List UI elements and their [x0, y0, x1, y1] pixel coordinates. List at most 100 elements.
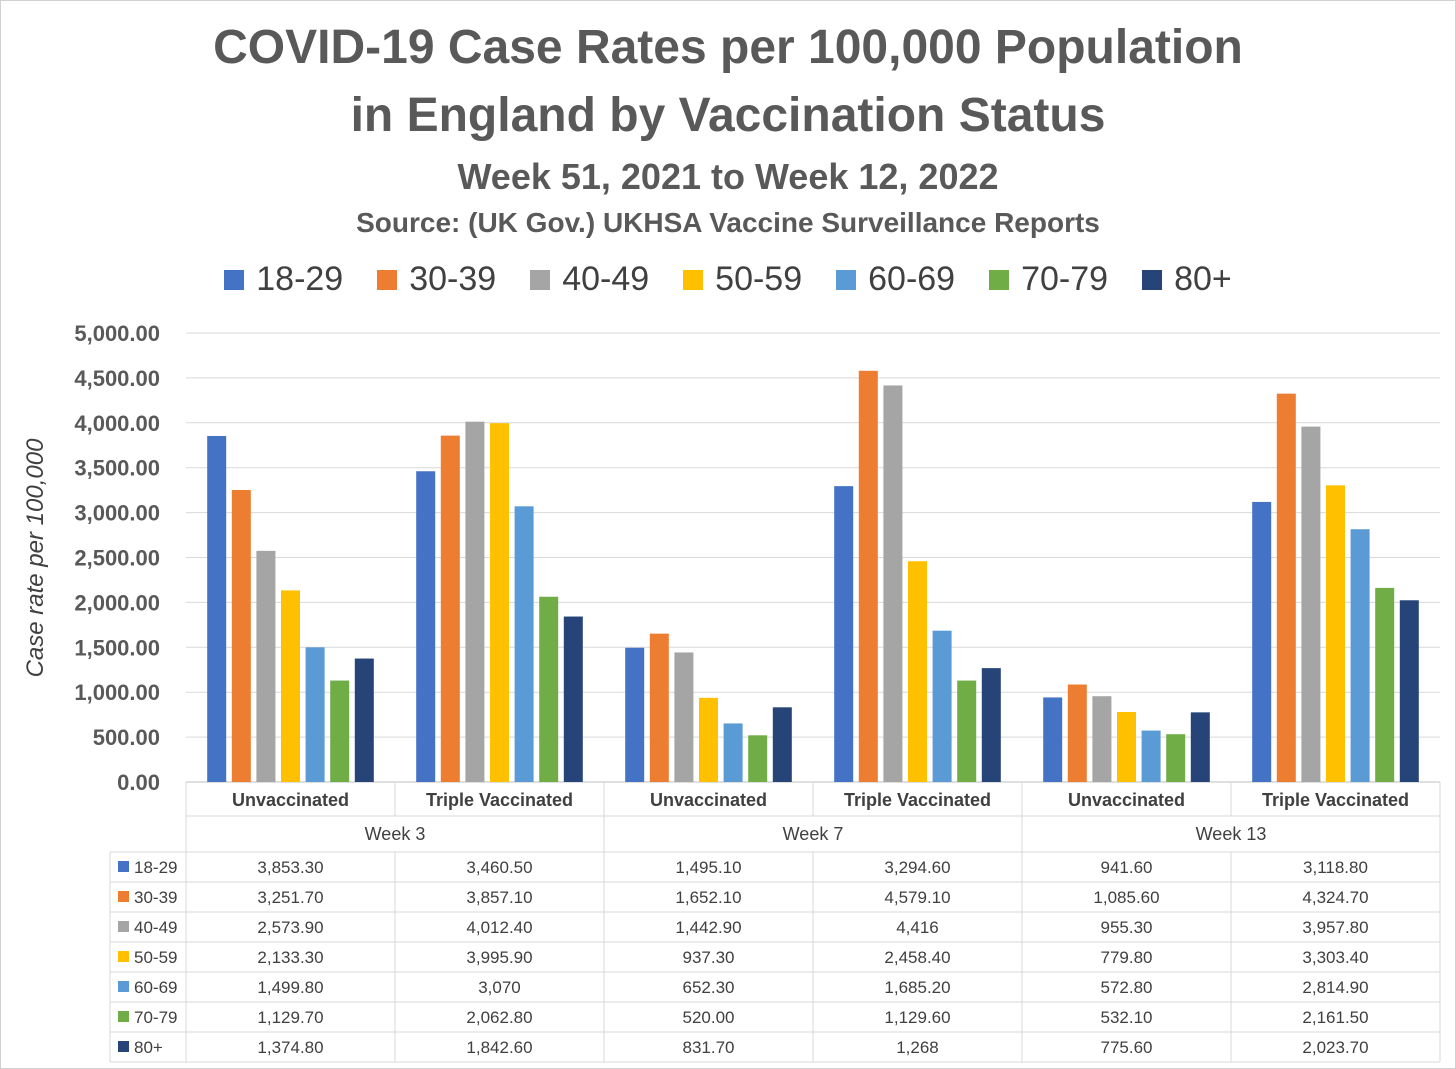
bar-18-29 [416, 471, 436, 782]
y-tick-label: 3,500.00 [74, 456, 160, 481]
legend-swatch [224, 269, 245, 290]
bar-40-49 [883, 385, 903, 782]
legend-swatch [989, 269, 1010, 290]
table-cell: 3,995.90 [466, 948, 532, 967]
bar-80+ [981, 668, 1001, 782]
legend-label: 80+ [1174, 260, 1232, 298]
table-cell: 4,579.10 [884, 888, 950, 907]
table-cell: 1,495.10 [675, 858, 741, 877]
table-cell: 1,129.60 [884, 1008, 950, 1027]
bar-50-59 [281, 590, 300, 782]
table-cell: 3,118.80 [1303, 858, 1368, 877]
legend-label: 30-39 [409, 260, 497, 298]
table-swatch [118, 1011, 129, 1022]
table-cell: 4,324.70 [1302, 888, 1368, 907]
table-cell: 652.30 [683, 978, 735, 997]
table-cell: 779.80 [1101, 948, 1153, 967]
table-swatch [118, 921, 129, 932]
legend-label: 50-59 [715, 260, 803, 298]
table-cell: 937.30 [683, 948, 735, 967]
table-cell: 1,842.60 [466, 1038, 532, 1057]
table-cell: 955.30 [1101, 918, 1153, 937]
table-cell: 3,957.80 [1302, 918, 1368, 937]
table-cell: 1,685.20 [884, 978, 950, 997]
bar-50-59 [1326, 485, 1345, 782]
table-cell: 3,294.60 [884, 858, 950, 877]
table-row-label: 40-49 [134, 918, 177, 937]
legend-item-18-29: 18-29 [224, 260, 343, 299]
bar-18-29 [1043, 697, 1063, 782]
chart-subtitle: Week 51, 2021 to Week 12, 2022 [457, 156, 999, 197]
week-label: Week 13 [1196, 824, 1267, 844]
legend-item-50-59: 50-59 [683, 260, 802, 299]
bar-18-29 [834, 486, 854, 782]
bar-70-79 [748, 735, 768, 782]
bar-50-59 [908, 561, 927, 782]
bar-18-29 [1252, 501, 1272, 782]
legend-label: 40-49 [562, 260, 650, 298]
table-cell: 2,062.80 [466, 1008, 532, 1027]
bar-70-79 [1375, 587, 1395, 782]
table-cell: 1,652.10 [675, 888, 741, 907]
table-cell: 1,374.80 [257, 1038, 323, 1057]
table-row-label: 60-69 [134, 978, 177, 997]
table-cell: 1,085.60 [1093, 888, 1159, 907]
legend-label: 70-79 [1021, 260, 1109, 298]
bar-80+ [772, 707, 792, 782]
table-cell: 775.60 [1101, 1038, 1153, 1057]
category-label: Triple Vaccinated [1262, 790, 1409, 810]
table-cell: 4,012.40 [466, 918, 532, 937]
table-cell: 2,573.90 [257, 918, 323, 937]
table-row-label: 50-59 [134, 948, 177, 967]
category-label: Unvaccinated [1068, 790, 1185, 810]
table-cell: 3,857.10 [466, 888, 532, 907]
bar-80+ [1399, 600, 1419, 782]
y-tick-label: 2,000.00 [74, 590, 160, 615]
table-cell: 3,070 [478, 978, 521, 997]
bar-70-79 [957, 680, 977, 782]
y-tick-label: 2,500.00 [74, 546, 160, 571]
table-cell: 3,460.50 [466, 858, 532, 877]
y-tick-label: 5,000.00 [74, 321, 160, 346]
bar-60-69 [723, 723, 743, 782]
table-cell: 3,853.30 [257, 858, 323, 877]
bar-30-39 [1067, 684, 1087, 782]
category-label: Triple Vaccinated [426, 790, 573, 810]
table-row-label: 30-39 [134, 888, 177, 907]
bar-60-69 [1141, 730, 1161, 782]
legend-item-30-39: 30-39 [377, 260, 496, 299]
table-cell: 3,303.40 [1302, 948, 1368, 967]
table-cell: 2,023.70 [1302, 1038, 1368, 1057]
bar-30-39 [1276, 393, 1296, 782]
chart-title-line2: in England by Vaccination Status [350, 89, 1106, 142]
y-tick-label: 3,000.00 [74, 501, 160, 526]
bar-60-69 [305, 647, 325, 782]
table-cell: 831.70 [683, 1038, 735, 1057]
legend-swatch [836, 269, 857, 290]
bar-50-59 [699, 697, 718, 782]
y-tick-label: 1,000.00 [74, 680, 160, 705]
legend-item-80+: 80+ [1142, 260, 1232, 299]
table-cell: 4,416 [896, 918, 939, 937]
week-label: Week 7 [783, 824, 844, 844]
table-cell: 532.10 [1101, 1008, 1153, 1027]
table-swatch [118, 951, 129, 962]
bar-40-49 [1301, 426, 1321, 782]
y-tick-label: 1,500.00 [74, 635, 160, 660]
table-cell: 520.00 [683, 1008, 735, 1027]
bar-30-39 [231, 489, 251, 782]
y-tick-label: 500.00 [93, 725, 160, 750]
legend-swatch [530, 269, 551, 290]
bar-60-69 [1350, 529, 1370, 782]
table-swatch [118, 861, 129, 872]
category-label: Unvaccinated [232, 790, 349, 810]
table-cell: 1,268 [896, 1038, 939, 1057]
bar-30-39 [440, 435, 460, 782]
legend-label: 18-29 [256, 260, 344, 298]
table-swatch [118, 1041, 129, 1052]
bar-18-29 [207, 435, 227, 782]
bar-60-69 [932, 630, 952, 782]
bar-40-49 [465, 421, 485, 782]
table-cell: 2,133.30 [257, 948, 323, 967]
